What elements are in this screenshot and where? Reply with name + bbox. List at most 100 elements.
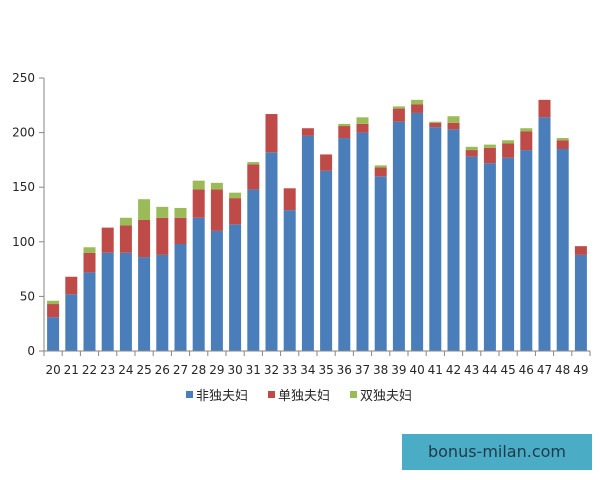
x-tick-label: 20 — [45, 363, 60, 377]
bar-segment — [556, 140, 569, 149]
bar-segment — [119, 217, 132, 226]
bar-segment — [520, 131, 533, 151]
x-tick-label: 47 — [537, 363, 552, 377]
x-tick-label: 45 — [500, 363, 515, 377]
bar-segment — [538, 99, 551, 118]
bar-segment — [374, 167, 387, 177]
legend-swatch — [186, 391, 193, 398]
bar-segment — [465, 156, 478, 351]
x-tick-label: 26 — [155, 363, 170, 377]
y-tick-label: 200 — [12, 126, 35, 140]
y-axis: 0 50 100 150 200 250 — [12, 71, 45, 358]
y-tick-label: 50 — [20, 289, 35, 303]
bar-segment — [392, 121, 405, 352]
legend-label: 非独夫妇 — [196, 388, 248, 404]
watermark-banner: bonus-milan.com — [402, 434, 592, 470]
x-tick-label: 44 — [482, 363, 497, 377]
bar-segment — [574, 246, 587, 255]
bar-segment — [411, 104, 424, 113]
x-axis: 20 21 22 23 24 25 26 27 28 29 30 31 32 33 34 35 36 37 38 39… — [43, 350, 591, 377]
bar-segment — [465, 146, 478, 151]
bar-segment — [574, 254, 587, 351]
bar-segment — [47, 300, 60, 305]
bar-segment — [502, 140, 515, 144]
x-tick-label: 23 — [100, 363, 115, 377]
bar-segment — [138, 219, 151, 258]
legend: 非独夫妇 单独夫妇 双独夫妇 — [186, 388, 412, 404]
bar-segment — [411, 99, 424, 105]
bar-segment — [356, 117, 369, 124]
bar-segment — [101, 252, 114, 351]
x-tick-label: 37 — [355, 363, 370, 377]
bar-segment — [47, 304, 60, 318]
watermark-text: bonus-milan.com — [427, 442, 566, 461]
bar-segment — [301, 128, 314, 136]
x-tick-label: 42 — [446, 363, 461, 377]
x-tick-label: 36 — [337, 363, 352, 377]
bar-segment — [247, 189, 260, 351]
bar-segment — [465, 150, 478, 157]
bar-segment — [429, 122, 442, 128]
bars — [47, 99, 587, 352]
x-tick-label: 49 — [573, 363, 588, 377]
x-tick-label: 22 — [82, 363, 97, 377]
x-tick-label: 48 — [555, 363, 570, 377]
bar-segment — [502, 157, 515, 351]
bar-segment — [192, 217, 205, 351]
bar-segment — [138, 199, 151, 220]
bar-segment — [392, 108, 405, 122]
y-tick-label: 100 — [12, 235, 35, 249]
bar-segment — [320, 154, 333, 171]
bar-segment — [374, 165, 387, 168]
x-tick-label: 33 — [282, 363, 297, 377]
bar-segment — [229, 192, 242, 199]
bar-segment — [65, 276, 78, 295]
bar-segment — [265, 114, 278, 153]
bar-segment — [538, 117, 551, 351]
bar-segment — [174, 207, 187, 218]
bar-segment — [174, 217, 187, 244]
bar-segment — [83, 272, 96, 351]
bar-segment — [283, 188, 296, 211]
x-tick-label: 34 — [300, 363, 315, 377]
bar-segment — [320, 170, 333, 351]
bar-segment — [83, 247, 96, 253]
x-tick-label: 40 — [409, 363, 424, 377]
bar-segment — [556, 138, 569, 141]
x-tick-label: 31 — [246, 363, 261, 377]
bar-segment — [47, 317, 60, 351]
x-tick-label: 29 — [209, 363, 224, 377]
bar-segment — [392, 106, 405, 109]
bar-segment — [119, 225, 132, 253]
bar-segment — [265, 152, 278, 351]
x-tick-label: 38 — [373, 363, 388, 377]
bar-segment — [229, 198, 242, 225]
y-tick-label: 0 — [27, 344, 35, 358]
bar-segment — [520, 128, 533, 132]
bar-segment — [192, 189, 205, 218]
bar-segment — [247, 164, 260, 190]
bar-segment — [156, 217, 169, 255]
x-tick-label: 27 — [173, 363, 188, 377]
x-tick-label: 41 — [428, 363, 443, 377]
bar-segment — [65, 294, 78, 351]
bar-segment — [356, 132, 369, 351]
bar-segment — [283, 210, 296, 351]
bar-segment — [483, 163, 496, 351]
x-tick-label: 35 — [318, 363, 333, 377]
bar-segment — [229, 224, 242, 351]
legend-swatch — [268, 391, 275, 398]
bar-segment — [447, 129, 460, 351]
y-tick-label: 150 — [12, 180, 35, 194]
legend-swatch — [350, 391, 357, 398]
x-tick-label: 21 — [64, 363, 79, 377]
x-tick-label: 25 — [136, 363, 151, 377]
bar-segment — [210, 230, 223, 351]
legend-label: 双独夫妇 — [360, 388, 412, 404]
bar-segment — [411, 112, 424, 351]
bar-segment — [556, 148, 569, 351]
bar-segment — [356, 123, 369, 133]
bar-segment — [210, 189, 223, 231]
bar-segment — [210, 182, 223, 190]
